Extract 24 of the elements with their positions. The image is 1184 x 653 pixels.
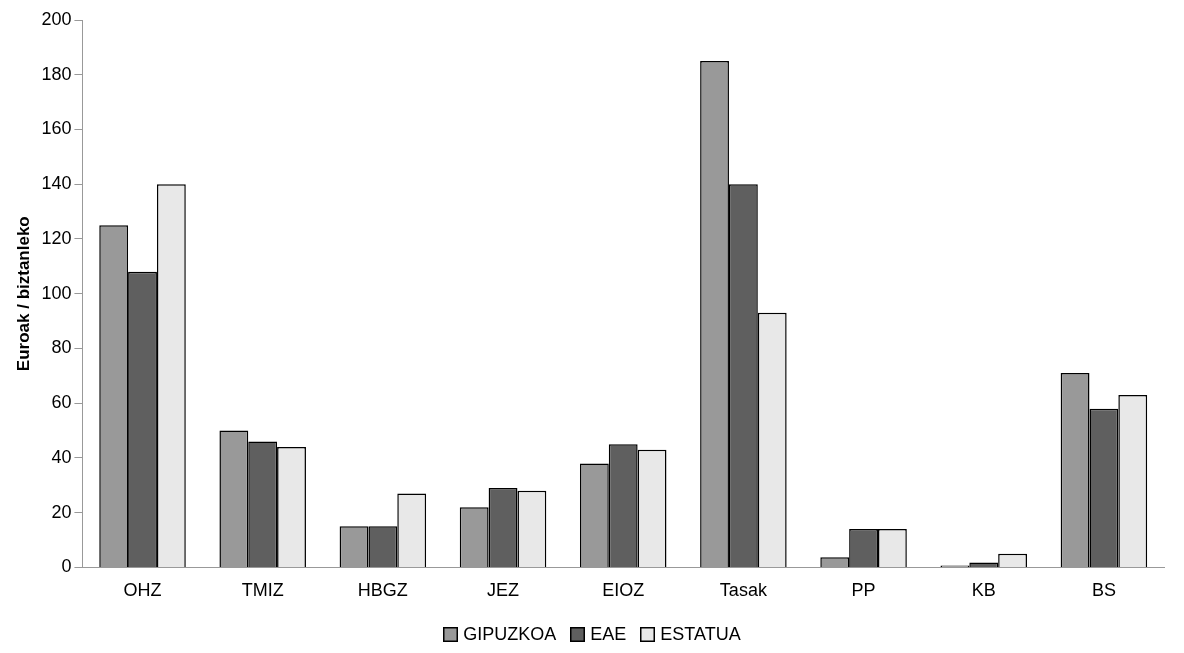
x-tick-label: OHZ bbox=[123, 580, 162, 601]
legend-label: ESTATUA bbox=[660, 623, 741, 645]
y-tick-label: 140 bbox=[41, 173, 72, 194]
y-tick-label: 160 bbox=[41, 118, 72, 139]
legend-label: EAE bbox=[590, 623, 627, 645]
x-tick-label: JEZ bbox=[487, 580, 520, 601]
y-tick-label: 80 bbox=[51, 337, 72, 358]
x-tick-label: HBGZ bbox=[357, 580, 408, 601]
x-tick-label: TMIZ bbox=[241, 580, 284, 601]
x-tick-label: EIOZ bbox=[602, 580, 645, 601]
y-tick-label: 120 bbox=[41, 227, 72, 248]
y-tick-label: 180 bbox=[41, 63, 72, 84]
y-tick-label: 0 bbox=[61, 556, 72, 577]
x-tick-label: KB bbox=[971, 580, 996, 601]
y-tick-label: 200 bbox=[41, 8, 72, 29]
x-tick-label: BS bbox=[1091, 580, 1116, 601]
y-tick-label: 100 bbox=[41, 282, 72, 303]
x-tick-label: PP bbox=[851, 580, 876, 601]
x-tick-label: Tasak bbox=[719, 580, 768, 601]
y-tick-label: 60 bbox=[51, 392, 72, 413]
legend-label: GIPUZKOA bbox=[463, 623, 557, 645]
y-axis-title: Euroak / biztanleko bbox=[13, 216, 33, 372]
y-tick-label: 20 bbox=[51, 501, 72, 522]
y-tick-label: 40 bbox=[51, 446, 72, 467]
